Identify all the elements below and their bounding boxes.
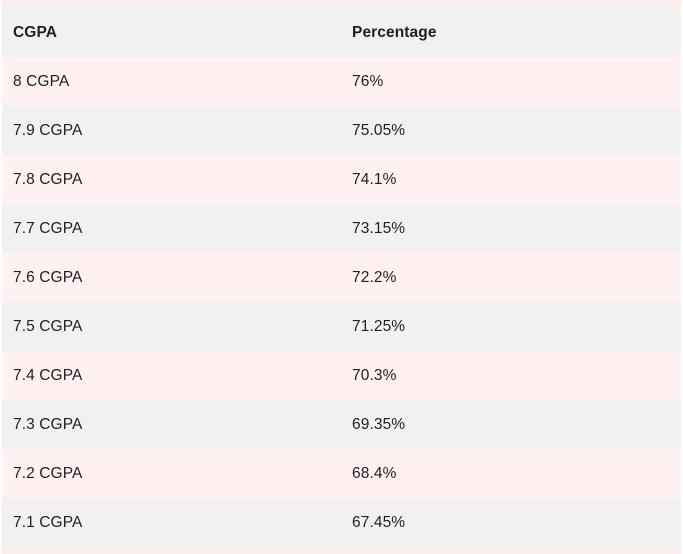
- table-row: 7.6 CGPA 72.2%: [2, 253, 681, 302]
- percentage-cell: 71.25%: [352, 317, 406, 335]
- percentage-cell: 70.3%: [352, 366, 397, 384]
- cgpa-cell: 7.6 CGPA: [13, 268, 83, 286]
- table-row: 7.9 CGPA 75.05%: [2, 106, 681, 155]
- table-row: 8 CGPA 76%: [2, 57, 681, 106]
- percentage-cell: 75.05%: [352, 121, 406, 139]
- percentage-cell: 73.15%: [352, 219, 406, 237]
- cgpa-cell: 7.5 CGPA: [13, 317, 83, 335]
- cgpa-cell: 7.1 CGPA: [13, 513, 83, 531]
- percentage-cell: 69.35%: [352, 415, 406, 433]
- table-header-row: CGPA Percentage: [2, 8, 681, 57]
- header-percentage: Percentage: [352, 23, 437, 41]
- cgpa-cell: 7.9 CGPA: [13, 121, 83, 139]
- header-cgpa: CGPA: [13, 23, 58, 41]
- table-row: 7.3 CGPA 69.35%: [2, 400, 681, 449]
- cgpa-cell: 7.4 CGPA: [13, 366, 83, 384]
- table-row: 7.1 CGPA 67.45%: [2, 498, 681, 547]
- table-bottom-strip: [2, 547, 681, 554]
- percentage-cell: 74.1%: [352, 170, 397, 188]
- table-row: 7.2 CGPA 68.4%: [2, 449, 681, 498]
- percentage-cell: 72.2%: [352, 268, 397, 286]
- cgpa-cell: 7.7 CGPA: [13, 219, 83, 237]
- table-row: 7.5 CGPA 71.25%: [2, 302, 681, 351]
- table-row: 7.7 CGPA 73.15%: [2, 204, 681, 253]
- percentage-cell: 68.4%: [352, 464, 397, 482]
- table-row: 7.4 CGPA 70.3%: [2, 351, 681, 400]
- cgpa-cell: 7.2 CGPA: [13, 464, 83, 482]
- cgpa-cell: 8 CGPA: [13, 72, 70, 90]
- table-row: 7.8 CGPA 74.1%: [2, 155, 681, 204]
- percentage-cell: 76%: [352, 72, 384, 90]
- percentage-cell: 67.45%: [352, 513, 406, 531]
- cgpa-cell: 7.8 CGPA: [13, 170, 83, 188]
- table-top-strip: [2, 0, 681, 8]
- cgpa-cell: 7.3 CGPA: [13, 415, 83, 433]
